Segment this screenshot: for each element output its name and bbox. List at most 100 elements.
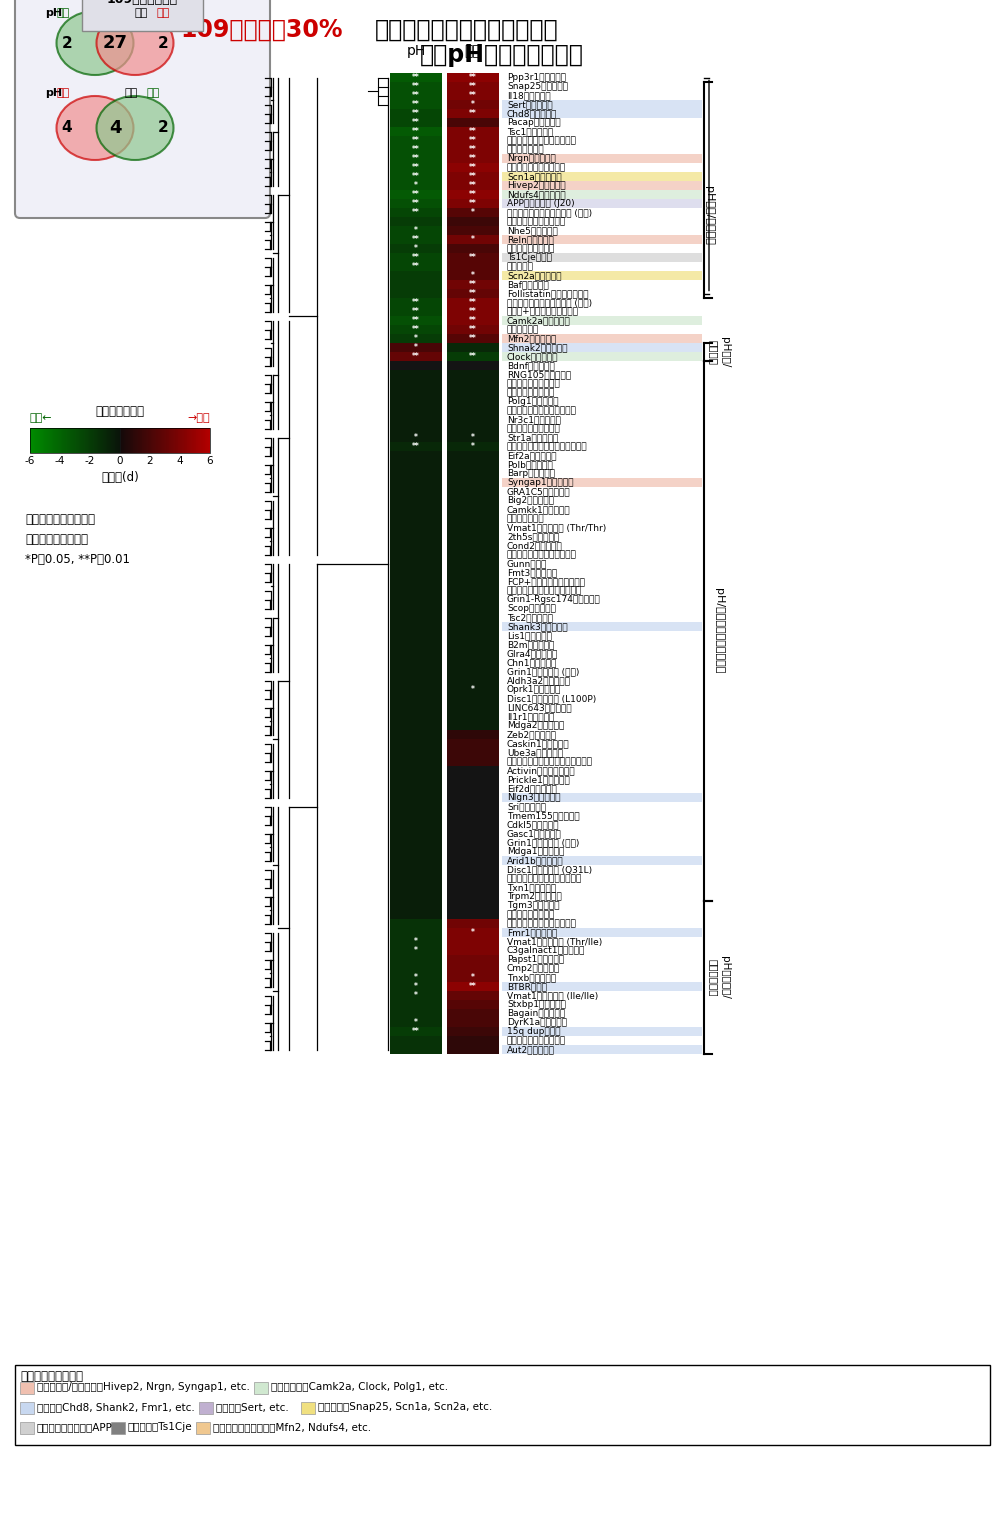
- Bar: [446, 100, 498, 109]
- Bar: [446, 191, 498, 200]
- Text: Activin過剰発現マウス: Activin過剰発現マウス: [507, 766, 575, 775]
- Text: **: **: [411, 353, 419, 362]
- Bar: [389, 802, 441, 811]
- Bar: [446, 136, 498, 145]
- Bar: [389, 829, 441, 838]
- Bar: [203, 428, 204, 452]
- Bar: [389, 918, 441, 927]
- Text: Disc1変異マウス (Q31L): Disc1変異マウス (Q31L): [507, 865, 592, 875]
- Text: *: *: [470, 100, 474, 109]
- Bar: [173, 428, 174, 452]
- Bar: [111, 428, 112, 452]
- Bar: [446, 909, 498, 918]
- Bar: [78, 428, 80, 452]
- Bar: [446, 533, 498, 542]
- Text: キンビロール投与マウス: キンビロール投与マウス: [507, 1036, 566, 1045]
- Text: 統合失調症/発達障害：Hivep2, Nrgn, Syngap1, etc.: 統合失調症/発達障害：Hivep2, Nrgn, Syngap1, etc.: [37, 1381, 250, 1392]
- Bar: [389, 747, 441, 756]
- Bar: [113, 428, 115, 452]
- Bar: [389, 542, 441, 551]
- Bar: [446, 775, 498, 784]
- Bar: [446, 955, 498, 964]
- Bar: [204, 428, 205, 452]
- Bar: [129, 428, 131, 452]
- Bar: [446, 766, 498, 775]
- Bar: [446, 729, 498, 738]
- Bar: [389, 722, 441, 729]
- Bar: [124, 428, 125, 452]
- Bar: [196, 428, 197, 452]
- Bar: [45, 428, 47, 452]
- Bar: [389, 1045, 441, 1055]
- Bar: [77, 428, 79, 452]
- Text: Trpm2欠損マウス: Trpm2欠損マウス: [507, 893, 562, 902]
- Bar: [389, 442, 441, 451]
- Bar: [389, 271, 441, 280]
- Bar: [446, 91, 498, 100]
- Text: **: **: [411, 298, 419, 307]
- Bar: [389, 649, 441, 658]
- Bar: [136, 428, 137, 452]
- Bar: [446, 280, 498, 289]
- Bar: [446, 1036, 498, 1045]
- Text: 109種類の約30%: 109種類の約30%: [180, 18, 342, 42]
- Bar: [389, 163, 441, 172]
- Text: 乳酸合成酵素阻害剤投与マウス: 乳酸合成酵素阻害剤投与マウス: [507, 586, 582, 595]
- Bar: [446, 793, 498, 802]
- Bar: [502, 478, 701, 487]
- Bar: [195, 428, 196, 452]
- Bar: [502, 100, 701, 109]
- Bar: [389, 289, 441, 298]
- Bar: [160, 428, 161, 452]
- Bar: [446, 738, 498, 747]
- Text: **: **: [468, 145, 476, 154]
- Bar: [137, 428, 139, 452]
- Bar: [116, 428, 117, 452]
- Text: Nlgn3変異マウス: Nlgn3変異マウス: [507, 793, 560, 802]
- Bar: [389, 343, 441, 353]
- Text: Vmat1変異マウス (Thr/Ile): Vmat1変異マウス (Thr/Ile): [507, 937, 602, 946]
- Bar: [389, 875, 441, 884]
- Bar: [389, 1009, 441, 1018]
- Text: 増加: 増加: [57, 88, 70, 98]
- Ellipse shape: [96, 95, 174, 160]
- Bar: [182, 428, 184, 452]
- Bar: [446, 424, 498, 433]
- Bar: [65, 428, 66, 452]
- Bar: [123, 428, 125, 452]
- Bar: [502, 982, 701, 991]
- Text: Vmat1変異マウス (Ile/Ile): Vmat1変異マウス (Ile/Ile): [507, 991, 598, 1000]
- Bar: [446, 713, 498, 722]
- Bar: [109, 428, 110, 452]
- Bar: [188, 428, 189, 452]
- Text: *: *: [413, 982, 417, 991]
- Bar: [389, 514, 441, 523]
- Bar: [193, 428, 195, 452]
- Bar: [132, 428, 133, 452]
- Bar: [35, 428, 37, 452]
- Bar: [39, 428, 40, 452]
- Bar: [177, 428, 178, 452]
- Bar: [502, 793, 701, 802]
- Bar: [56, 428, 57, 452]
- Text: **: **: [468, 154, 476, 163]
- Text: *: *: [470, 207, 474, 216]
- Bar: [446, 927, 498, 937]
- Bar: [52, 428, 54, 452]
- Text: Caskin1欠損マウス: Caskin1欠損マウス: [507, 738, 569, 747]
- Bar: [389, 704, 441, 713]
- Text: 胎児期ナノシリカ投与マウス: 胎児期ナノシリカ投与マウス: [507, 551, 577, 558]
- Text: *: *: [413, 343, 417, 353]
- Bar: [96, 428, 98, 452]
- Text: **: **: [468, 172, 476, 182]
- Text: APP変異マウス (J20): APP変異マウス (J20): [507, 200, 574, 207]
- Bar: [389, 640, 441, 649]
- Bar: [502, 622, 701, 631]
- Bar: [389, 478, 441, 487]
- Bar: [502, 154, 701, 163]
- Text: **: **: [468, 325, 476, 334]
- Text: 電気けいれん刺激マウス: 電気けいれん刺激マウス: [507, 163, 566, 172]
- Bar: [389, 207, 441, 216]
- Bar: [389, 244, 441, 253]
- Bar: [446, 640, 498, 649]
